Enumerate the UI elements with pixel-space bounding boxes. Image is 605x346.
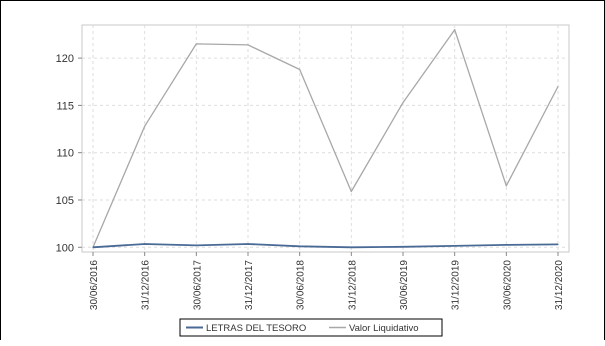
x-tick-label: 31/12/2017 (244, 260, 255, 310)
data-point-valor-liquidativo (402, 101, 404, 104)
x-tick-label: 30/06/2017 (192, 260, 203, 310)
legend-label-valor: Valor Liquidativo (349, 323, 419, 334)
data-point-valor-liquidativo (299, 68, 301, 71)
data-point-letras-del-tesoro (92, 246, 94, 248)
legend-box (179, 318, 443, 337)
data-point-valor-liquidativo (454, 29, 456, 31)
data-point-letras-del-tesoro (557, 243, 559, 246)
x-tick-label: 30/06/2019 (399, 260, 410, 310)
x-tick-label: 30/06/2020 (502, 260, 513, 310)
data-point-letras-del-tesoro (299, 245, 301, 247)
data-point-valor-liquidativo (144, 125, 146, 127)
data-point-valor-liquidativo (557, 85, 559, 88)
data-point-letras-del-tesoro (402, 246, 404, 248)
data-point-valor-liquidativo (195, 43, 197, 45)
data-point-letras-del-tesoro (247, 243, 249, 245)
data-point-letras-del-tesoro (144, 243, 146, 245)
legend-label-letras: LETRAS DEL TESORO (206, 323, 306, 334)
series-line-letras-del-tesoro (92, 243, 559, 249)
grid-lines (82, 25, 569, 252)
data-point-valor-liquidativo (505, 185, 507, 187)
data-point-valor-liquidativo (247, 44, 249, 46)
x-tick-label: 31/12/2018 (347, 260, 358, 310)
data-point-letras-del-tesoro (350, 246, 352, 248)
y-tick-label: 120 (56, 53, 74, 65)
data-point-letras-del-tesoro (195, 244, 197, 246)
y-tick-label: 105 (56, 195, 74, 207)
data-point-letras-del-tesoro (454, 245, 456, 247)
x-tick-label: 30/06/2016 (89, 260, 100, 310)
data-point-valor-liquidativo (350, 190, 352, 193)
y-tick-label: 100 (56, 242, 74, 254)
x-tick-label: 31/12/2016 (141, 260, 152, 310)
series-lines (92, 29, 559, 249)
y-tick-label: 110 (56, 148, 74, 160)
x-tick-label: 31/12/2019 (451, 260, 462, 310)
series-line-valor-liquidativo (92, 29, 559, 248)
x-tick-label: 30/06/2018 (296, 260, 307, 310)
data-point-letras-del-tesoro (505, 244, 507, 246)
y-axis-ticks: 100 105 110 115 120 (56, 53, 82, 254)
x-axis-ticks: 30/06/2016 31/12/2016 30/06/2017 31/12/2017… (89, 252, 565, 310)
y-tick-label: 115 (56, 100, 74, 112)
plot-area (81, 24, 570, 253)
x-tick-label: 31/12/2020 (554, 260, 565, 310)
legend: LETRAS DEL TESORO Valor Liquidativo (179, 318, 443, 337)
